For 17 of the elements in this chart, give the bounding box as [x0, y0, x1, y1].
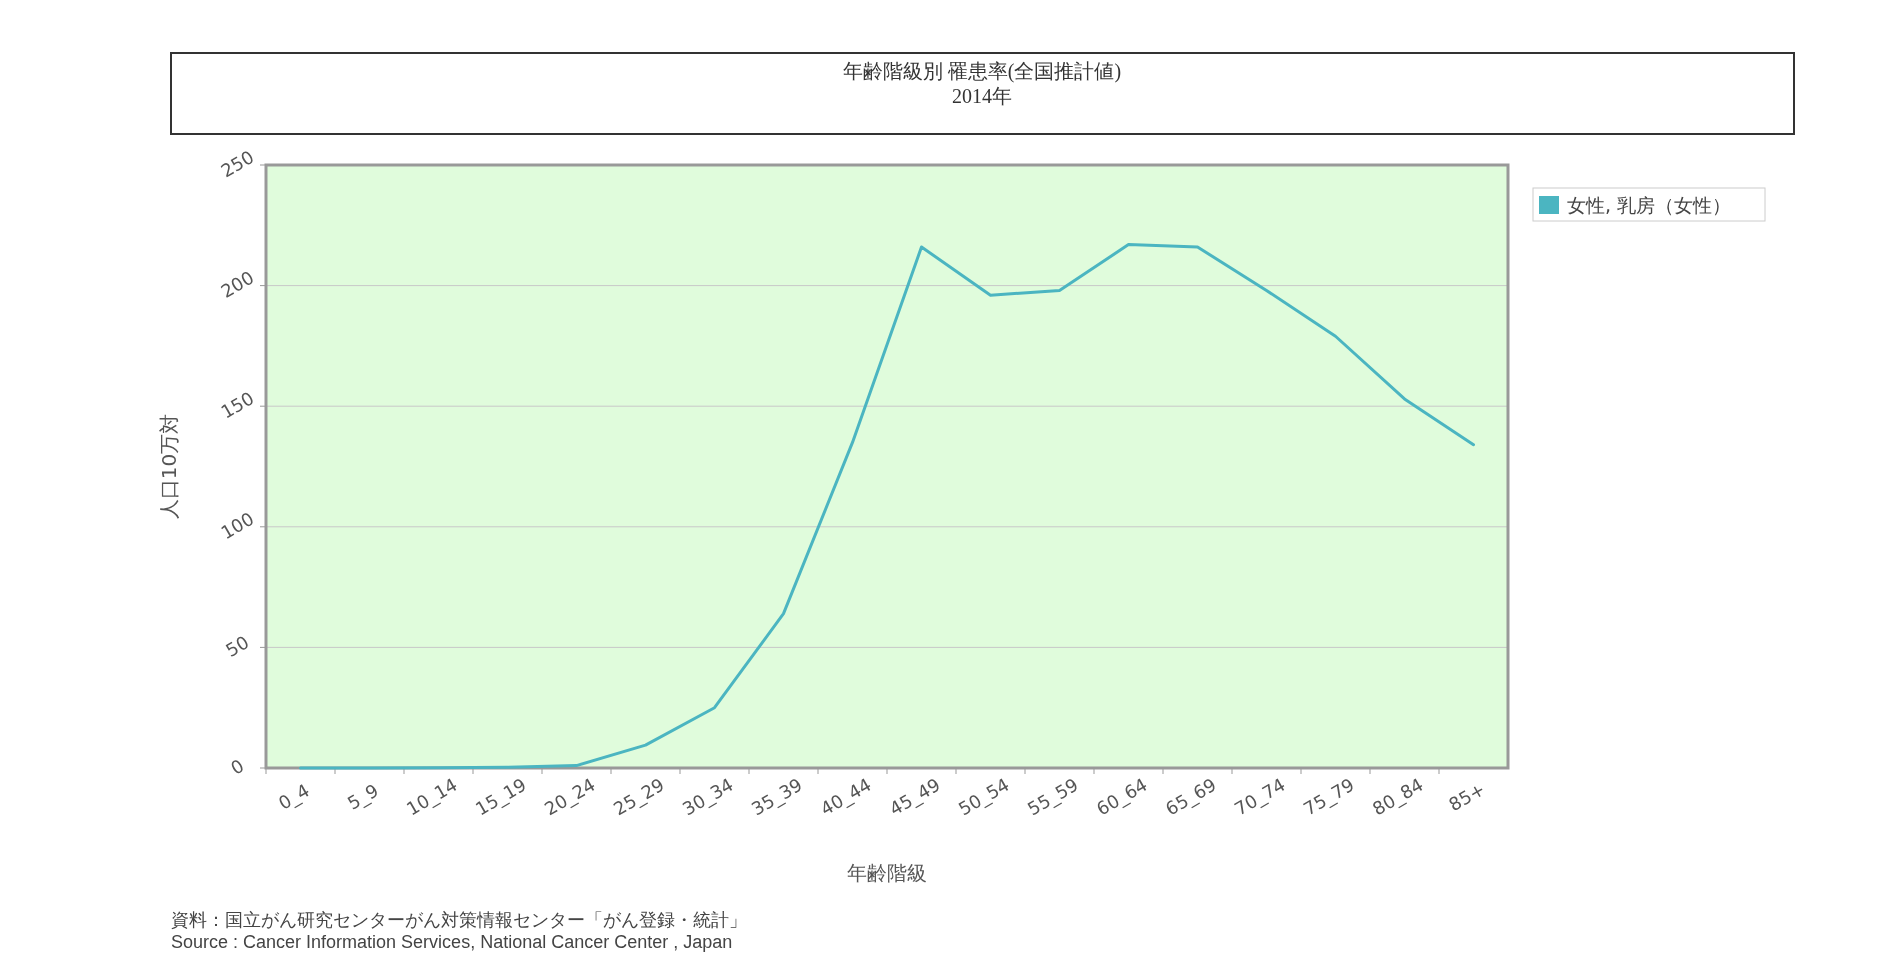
chart-title: 年齢階級別 罹患率(全国推計値) — [842, 60, 1122, 83]
x-tick-label: 0_4 — [274, 779, 314, 815]
y-axis-title: 人口10万対 — [156, 413, 181, 520]
source-note: Source : Cancer Information Services, National Cancer Center , Japan — [171, 932, 733, 952]
x-tick-label: 5_9 — [343, 779, 383, 815]
y-tick-label: 0 — [227, 754, 248, 779]
legend-label: 女性, 乳房（女性） — [1567, 193, 1732, 216]
y-tick-label: 250 — [217, 146, 258, 182]
y-tick-label: 100 — [217, 507, 258, 544]
y-tick-label: 200 — [217, 266, 258, 302]
x-tick-label: 85+ — [1445, 778, 1489, 816]
y-tick-label: 50 — [222, 631, 253, 661]
x-axis-title: 年齢階級 — [847, 861, 927, 885]
chart-subtitle: 2014年 — [952, 85, 1012, 107]
line-series — [299, 243, 1475, 770]
y-tick-label: 150 — [217, 387, 258, 423]
text: 資料：国立がん研究センターがん対策情報センター「がん登録・統計」 — [171, 910, 747, 930]
